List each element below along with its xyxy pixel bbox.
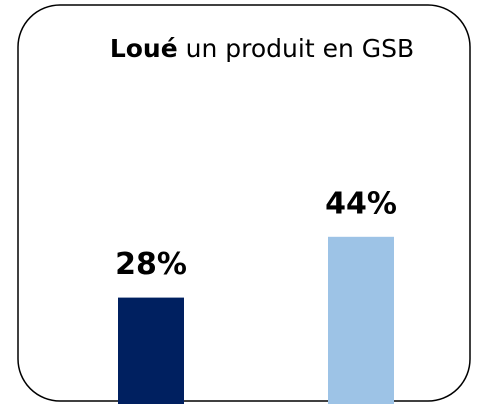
chart-title: Loué un produit en GSB: [110, 34, 414, 63]
bar: [118, 297, 184, 404]
value-label: 28%: [115, 247, 187, 282]
title-bold: Loué: [110, 34, 178, 63]
bar: [328, 236, 394, 404]
frame: [17, 4, 471, 402]
title-rest: un produit en GSB: [186, 34, 415, 63]
value-label: 44%: [325, 186, 397, 221]
